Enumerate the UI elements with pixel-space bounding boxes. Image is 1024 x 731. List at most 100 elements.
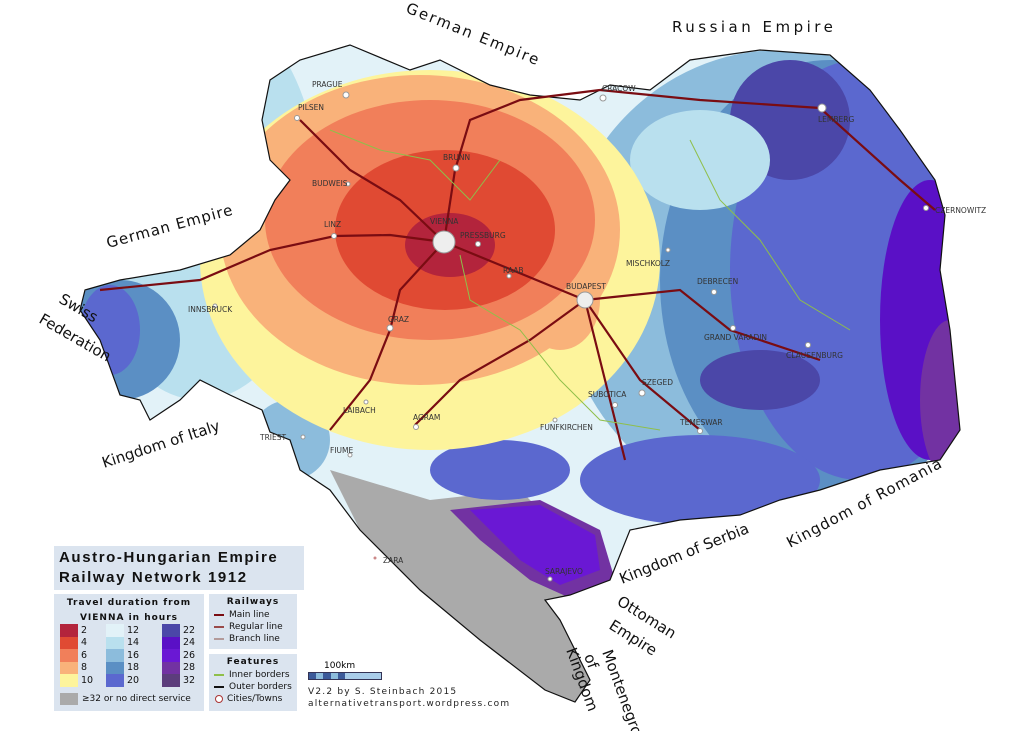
city-innsbruck[interactable]: INNSBRUCK [188,303,233,314]
city-circle-icon [215,695,223,703]
scale-bar: 100km [308,661,382,680]
city-zara[interactable]: ZARA [373,556,405,565]
city-label: CLAUSENBURG [786,351,843,360]
city-label: VIENNA [430,217,459,226]
city-label: FUNFKIRCHEN [540,423,593,432]
legend-label: 24 [183,637,196,649]
label-montenegro-line3: Montenegro [598,647,646,731]
city-label: LEMBERG [818,115,854,124]
city-triest[interactable]: TRIEST [259,433,306,442]
city-label: GRAZ [388,315,409,324]
line-swatch [214,638,224,640]
city-label: BRUNN [443,153,470,162]
duration-legend-item: 18 [106,661,162,674]
city-debrecen[interactable]: DEBRECEN [697,277,738,295]
main-line-budapest-transylvania [584,288,821,362]
city-sarajevo[interactable]: SARAJEVO [545,567,583,582]
duration-legend-item: 8 [60,661,106,674]
scale-bar-graphic [308,672,382,680]
legend-label: 32 [183,674,196,686]
label-kingdom-italy: Kingdom of Italy [100,417,223,472]
city-grand-varadin[interactable]: GRAND VARADIN [704,325,767,343]
legend-label: 28 [183,662,196,674]
city-label: INNSBRUCK [188,305,233,314]
legend-label: Regular line [229,622,283,632]
city-brunn[interactable]: BRUNN [443,153,470,172]
city-label: ZARA [383,556,404,565]
railways-legend: Railways Main line Regular line Branch l… [209,594,297,649]
credit: V2.2 by S. Steinbach 2015 alternativetra… [308,686,510,710]
city-lemberg[interactable]: LEMBERG [817,103,854,124]
duration-legend: Travel duration from VIENNA in hours 2 12… [54,594,204,711]
legend-label: 12 [127,624,140,636]
city-cracow[interactable]: CRACOW [599,84,636,102]
city-subotica[interactable]: SUBOTICA [588,390,627,408]
legend-label: 8 [81,662,88,674]
legend-label: 6 [81,649,88,661]
duration-legend-item: 32 [162,674,202,687]
city-clausenburg[interactable]: CLAUSENBURG [786,342,843,361]
legend-regular-line: Regular line [209,621,297,633]
city-budapest[interactable]: BUDAPEST [566,282,606,309]
city-prague[interactable]: PRAGUE [312,80,350,99]
city-mischkolz[interactable]: MISCHKOLZ [626,247,671,268]
city-vienna[interactable]: VIENNA [430,217,459,254]
city-agram[interactable]: AGRAM [413,413,440,430]
city-fiume[interactable]: FIUME [330,446,353,458]
inner-border-transylvania [689,139,851,331]
duration-legend-item: 6 [60,649,106,662]
duration-legend-heading: Travel duration from [66,598,192,608]
duration-legend-item: 10 [60,674,106,687]
main-lines [99,88,936,461]
duration-legend-heading: VIENNA in hours [79,613,179,623]
line-swatch [214,626,224,628]
city-laibach[interactable]: LAIBACH [343,399,376,415]
main-line-vienna-budapest [443,240,586,302]
city-budweis[interactable]: BUDWEIS [312,179,351,188]
city-szeged[interactable]: SZEGED [638,378,673,397]
swatch [60,636,78,649]
city-czernowitz[interactable]: CZERNOWITZ [923,205,987,216]
scale-label: 100km [324,661,356,671]
legend-label: 2 [81,624,88,636]
city-label: BUDAPEST [566,282,606,291]
main-line-vienna-prague [299,119,445,243]
city-label: RAAB [503,266,524,275]
line-swatch [214,686,224,688]
city-temeswar[interactable]: TEMESWAR [679,418,723,434]
city-label: SUBOTICA [588,390,627,399]
duration-legend-item: 2 [60,624,106,637]
city-pilsen[interactable]: PILSEN [294,103,325,121]
swatch [162,674,180,687]
features-heading: Features [226,657,280,667]
inner-border-hungary [459,254,661,431]
line-swatch [214,674,224,676]
credit-website[interactable]: alternativetransport.wordpress.com [308,699,511,709]
city-label: SZEGED [642,378,673,387]
city-label: CRACOW [602,84,636,93]
zone-22h-transylvania [700,350,820,410]
swatch [162,649,180,662]
main-line-vienna-cracow [442,88,601,243]
city-label: TRIEST [259,433,287,442]
zone-vorarlberg [80,285,140,375]
label-russian-empire: Russian Empire [672,18,836,36]
city-funfkirchen[interactable]: FUNFKIRCHEN [540,417,593,432]
duration-legend-item: 4 [60,636,106,649]
swatch [60,693,78,705]
legend-label: 22 [183,624,196,636]
legend-label: Main line [229,610,270,620]
city-label: PRAGUE [312,80,343,89]
swatch [106,636,124,649]
city-label: LINZ [324,220,341,229]
city-graz[interactable]: GRAZ [386,315,409,332]
swatch [60,661,78,674]
label-kingdom-serbia: Kingdom of Serbia [617,519,752,587]
legend-label: Outer borders [229,682,292,692]
city-pressburg[interactable]: PRESSBURG [460,231,506,247]
legend-label: Branch line [229,634,280,644]
city-raab[interactable]: RAAB [503,266,524,279]
main-line-cracow-lemberg [599,88,821,110]
city-linz[interactable]: LINZ [324,220,341,239]
